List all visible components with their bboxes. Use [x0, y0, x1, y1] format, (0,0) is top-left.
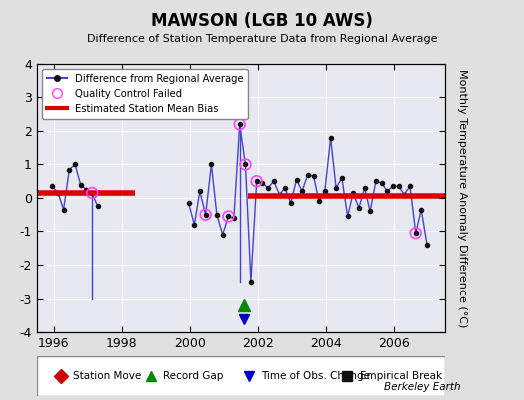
Point: [201, 212, 210, 218]
Point: [235, 121, 244, 128]
Y-axis label: Monthly Temperature Anomaly Difference (°C): Monthly Temperature Anomaly Difference (…: [457, 69, 467, 327]
Point: [88, 190, 96, 196]
Legend: Difference from Regional Average, Quality Control Failed, Estimated Station Mean: Difference from Regional Average, Qualit…: [42, 69, 248, 119]
Text: MAWSON (LGB 10 AWS): MAWSON (LGB 10 AWS): [151, 12, 373, 30]
Text: Record Gap: Record Gap: [163, 371, 224, 381]
Text: Berkeley Earth: Berkeley Earth: [385, 382, 461, 392]
Point: [241, 161, 249, 168]
Text: Difference of Station Temperature Data from Regional Average: Difference of Station Temperature Data f…: [87, 34, 437, 44]
Text: Time of Obs. Change: Time of Obs. Change: [261, 371, 370, 381]
Point: [411, 230, 420, 236]
Text: Empirical Break: Empirical Break: [359, 371, 442, 381]
Point: [224, 213, 233, 220]
Point: [253, 178, 261, 184]
Text: Station Move: Station Move: [73, 371, 141, 381]
